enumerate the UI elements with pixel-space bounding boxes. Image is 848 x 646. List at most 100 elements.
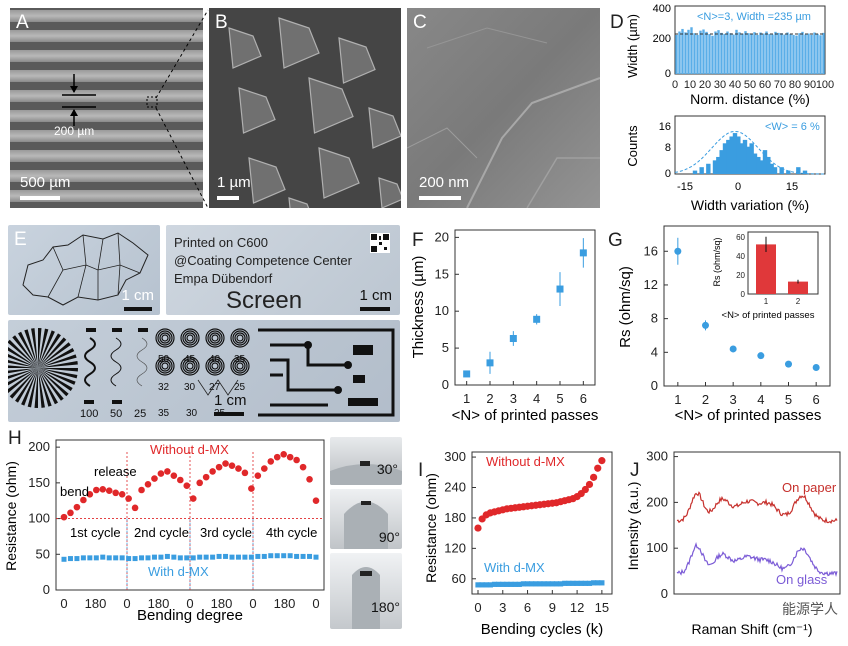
swiss-map-icon [22, 232, 149, 306]
data-point [533, 315, 541, 323]
flake [228, 27, 262, 69]
data-point [209, 468, 216, 475]
data-point [151, 475, 158, 482]
ytick: 300 [646, 449, 668, 464]
bar [759, 32, 762, 74]
data-point [294, 553, 300, 559]
data-point [93, 555, 99, 561]
star-wedge [38, 368, 64, 401]
screen-word: Screen [226, 287, 303, 314]
data-point [196, 479, 203, 487]
flake [238, 87, 276, 134]
data-point [586, 580, 593, 586]
scale-bar-e2 [360, 307, 390, 311]
printed-line [10, 70, 203, 82]
printed-line [10, 50, 203, 62]
ring [211, 334, 219, 342]
star-wedge [38, 354, 77, 368]
ring [161, 362, 169, 370]
bar [719, 150, 724, 174]
inset-chart: 0 20 40 60 1 2 Rs (ohm/sq) <N> of printed pas… [712, 231, 819, 321]
bend-shape-180 [352, 567, 380, 629]
star-wedge [38, 330, 55, 368]
plot-frame [674, 5, 826, 75]
xtick: 30 [714, 79, 726, 91]
data-point [87, 555, 93, 561]
bar [801, 31, 804, 74]
xtick: 80 [789, 79, 801, 91]
data-point [139, 555, 145, 561]
star-wedge [38, 361, 78, 368]
x-axis-label: Norm. distance (%) [690, 91, 810, 107]
ring [205, 356, 225, 376]
inset-ytick: 20 [736, 271, 745, 280]
data-point [785, 360, 792, 368]
data-point [177, 555, 183, 561]
xtick: 5 [556, 391, 563, 406]
star-wedge [38, 328, 42, 368]
data-point [170, 472, 178, 480]
flake [368, 107, 401, 149]
bar [802, 170, 808, 174]
data-point [702, 321, 709, 329]
x-axis-label: Width variation (%) [691, 197, 809, 213]
xtick: 180 [148, 596, 170, 611]
data-point [144, 480, 152, 488]
bar [762, 150, 768, 174]
xtick: 180 [274, 596, 296, 611]
cycle-label: 2nd cycle [134, 525, 189, 540]
bar [765, 31, 768, 74]
star-wedge [38, 368, 73, 391]
x-axis-label: <N> of printed passes [452, 407, 599, 424]
flake [278, 17, 320, 69]
xtick: 180 [211, 596, 233, 611]
data-point [520, 581, 527, 587]
sheet-texture [407, 8, 600, 208]
data-point [255, 553, 261, 559]
xtick: -15 [677, 181, 693, 193]
data-point [151, 554, 157, 560]
zoom-lines [155, 9, 209, 209]
bar [699, 167, 704, 174]
series-label-without: Without d-MX [486, 454, 565, 469]
data-point [242, 554, 248, 560]
xtick: 0 [123, 596, 130, 611]
pattern-drawing [8, 328, 395, 417]
data-point [112, 489, 119, 497]
star-wedge [21, 368, 38, 406]
ring-label: 30 [184, 382, 196, 393]
bar [777, 32, 780, 74]
data-point [299, 463, 307, 471]
bar [813, 32, 816, 74]
cycle-label: 4th cycle [266, 525, 317, 540]
bar [690, 27, 693, 74]
ring-label: 25 [234, 382, 246, 393]
star-wedge [8, 368, 38, 394]
data-point [524, 581, 531, 587]
ring [236, 362, 244, 370]
ring [207, 330, 223, 346]
data-point [105, 487, 113, 495]
printed-line [10, 170, 203, 182]
data-point [145, 555, 151, 561]
bar [747, 33, 750, 74]
data-point [67, 509, 74, 517]
ring [155, 356, 175, 376]
bar [742, 139, 748, 174]
bar [752, 153, 758, 174]
data-point [183, 482, 191, 490]
xtick: 70 [774, 79, 786, 91]
series-label-with: With d-MX [484, 560, 545, 575]
ytick: 150 [28, 475, 50, 490]
ring-label: 35 [234, 354, 246, 365]
cycle-label: 3rd cycle [200, 525, 252, 540]
data-point [106, 555, 112, 561]
bar [712, 160, 718, 174]
ytick: 4 [651, 344, 658, 359]
data-point [529, 581, 535, 587]
scale-bar-a [20, 196, 60, 200]
xtick: 0 [672, 79, 678, 91]
ring [230, 356, 250, 376]
angle-label: 180° [371, 599, 400, 615]
ytick: 200 [646, 494, 668, 509]
